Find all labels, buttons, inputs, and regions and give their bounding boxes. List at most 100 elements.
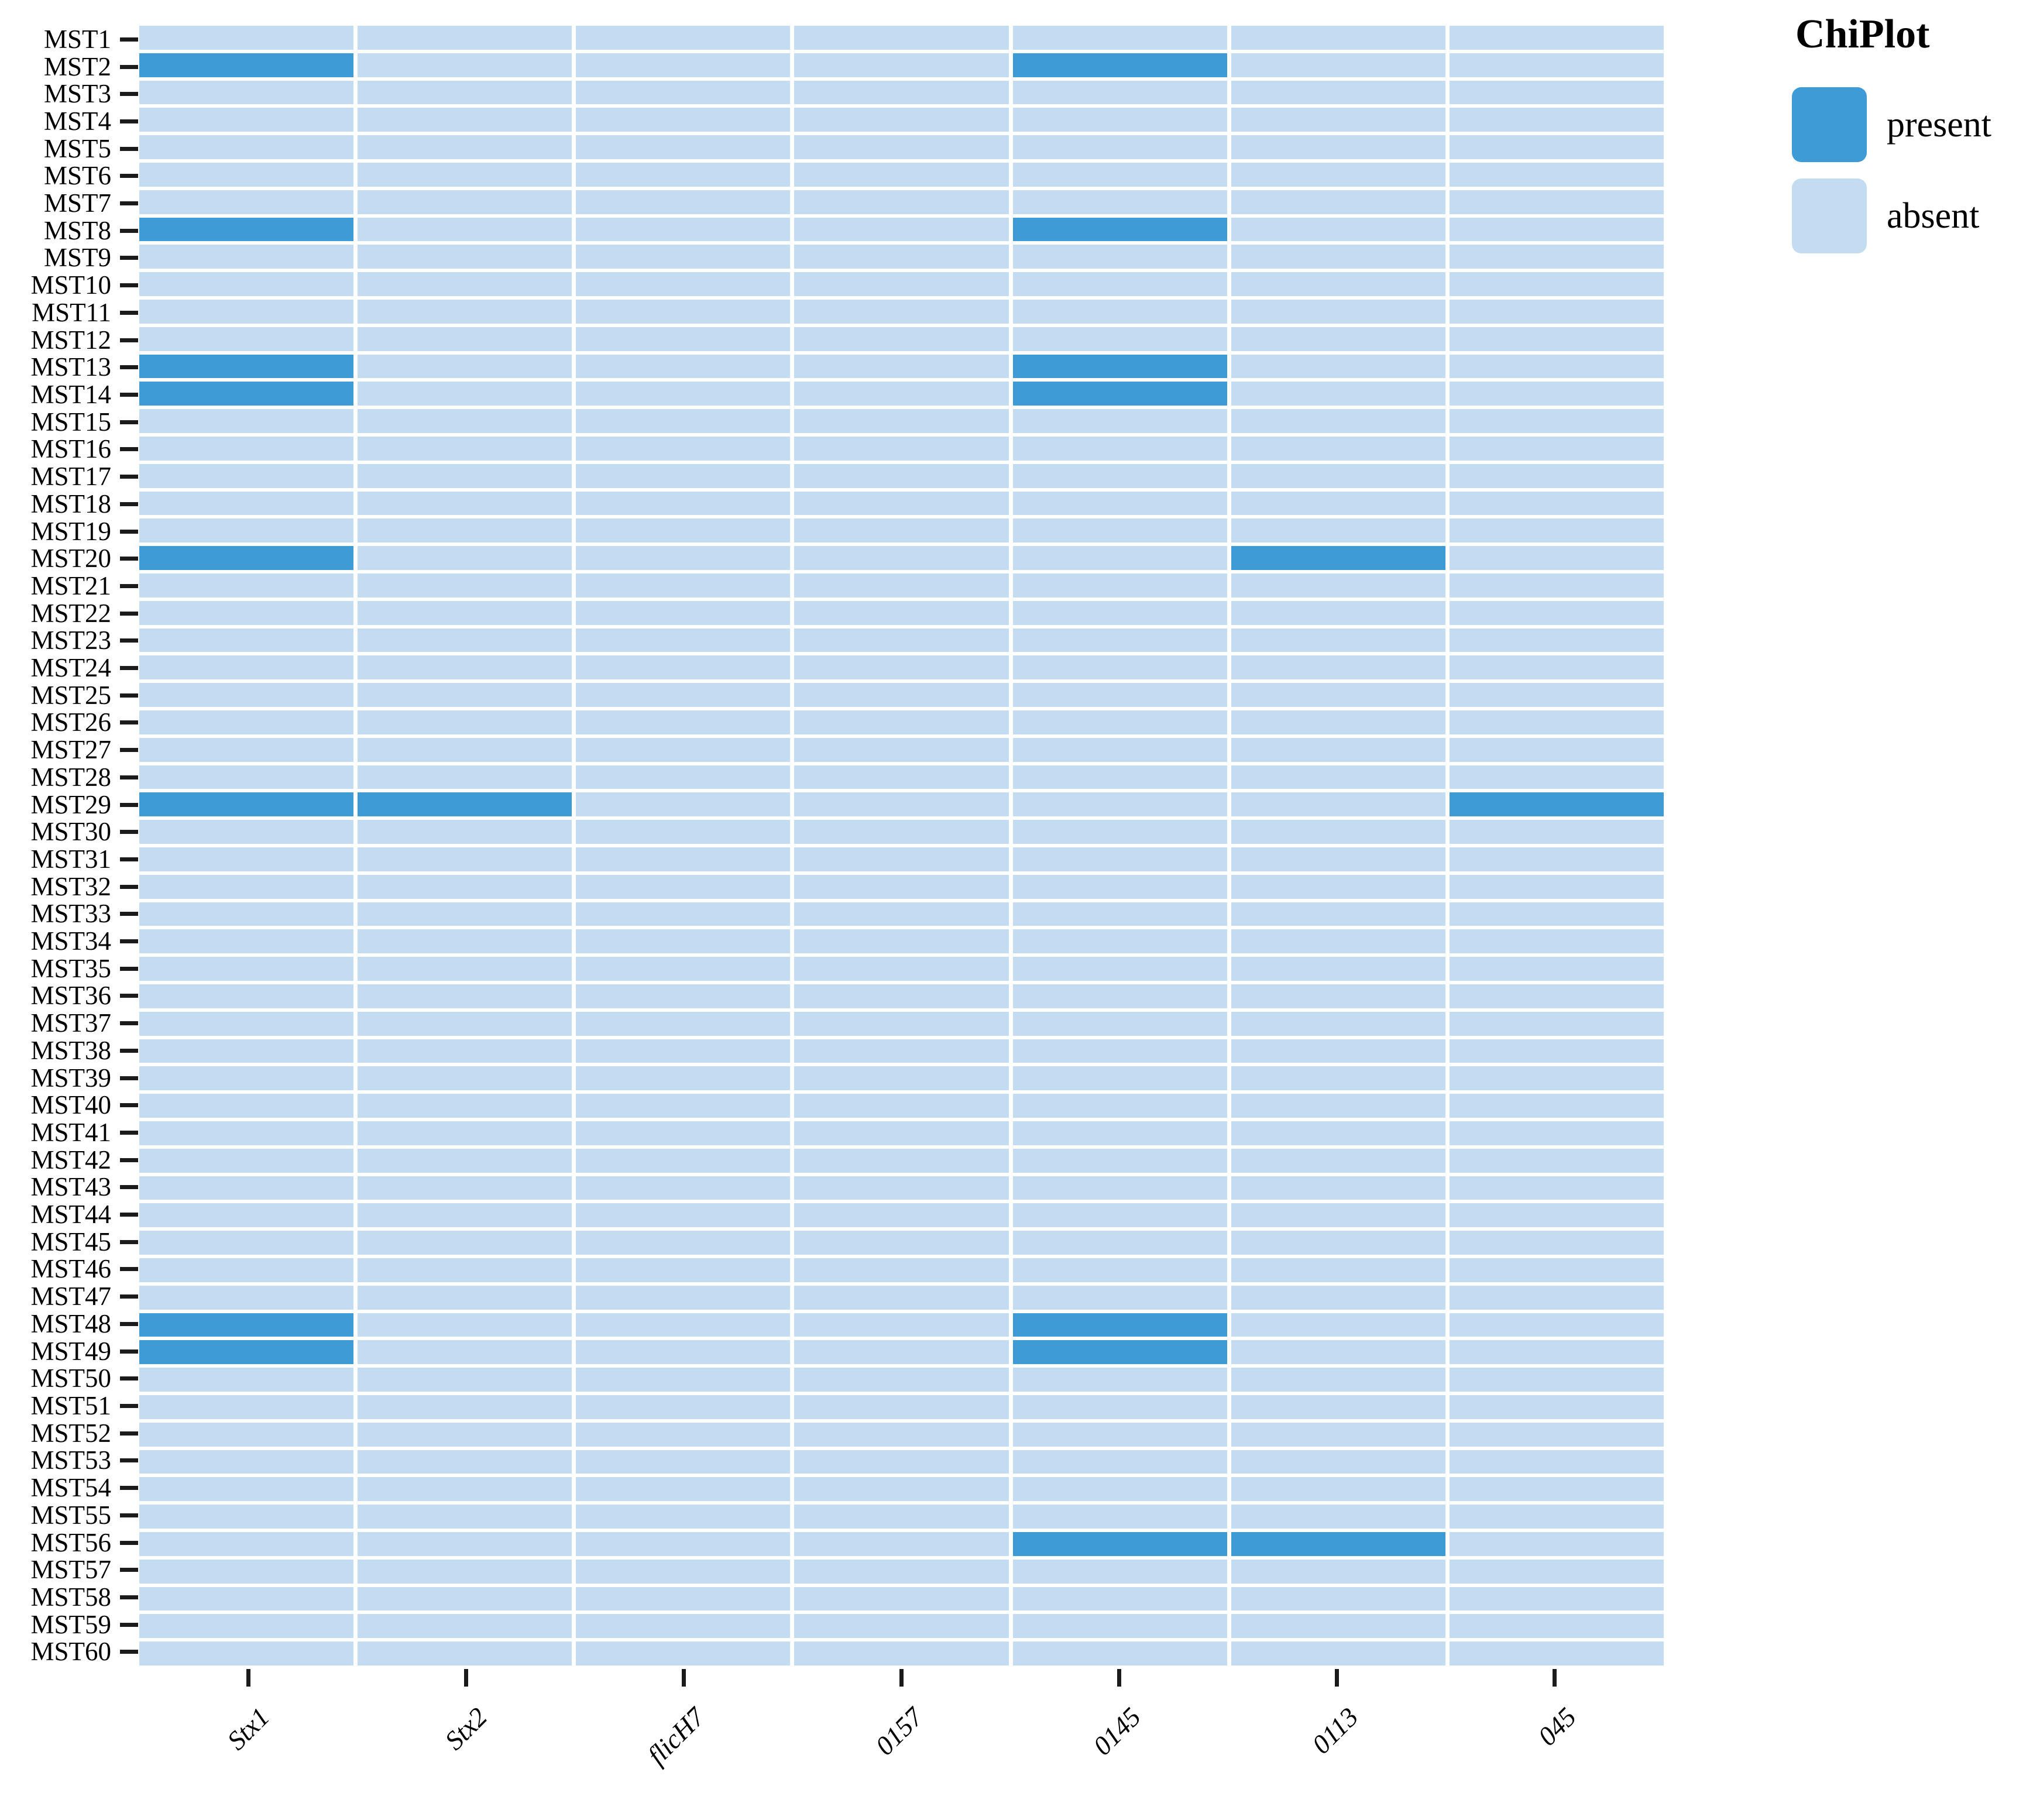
y-axis-tick-MST50: [120, 1365, 138, 1392]
heatmap-cell-MST55-0157: [794, 1505, 1009, 1529]
heatmap-cell-MST46-Stx1: [139, 1258, 354, 1282]
row-label-MST49: MST49: [30, 1336, 111, 1366]
heatmap-cell-MST18-flicH7: [576, 491, 791, 516]
tick-mark-icon: [120, 1376, 138, 1381]
legend-entry-absent: absent: [1792, 178, 2040, 253]
column-label-Stx2: Stx2: [439, 1701, 493, 1756]
heatmap-cell-MST26-flicH7: [576, 710, 791, 734]
heatmap-cell-MST24-0113: [1231, 655, 1445, 680]
row-label-MST26: MST26: [30, 708, 111, 737]
heatmap-cell-MST47-0157: [794, 1285, 1009, 1310]
heatmap-cell-MST19-Stx1: [139, 518, 354, 543]
heatmap-cell-MST13-flicH7: [576, 354, 791, 379]
heatmap-cell-MST21-flicH7: [576, 573, 791, 597]
heatmap-cell-MST53-0157: [794, 1450, 1009, 1474]
heatmap-cell-MST18-0157: [794, 491, 1009, 516]
heatmap-cell-MST22-045: [1449, 600, 1664, 625]
heatmap-cell-MST1-0113: [1231, 26, 1445, 50]
heatmap-cell-MST46-045: [1449, 1258, 1664, 1282]
heatmap-cell-MST48-Stx1: [139, 1313, 354, 1337]
heatmap-cell-MST29-045: [1449, 792, 1664, 817]
heatmap-cell-MST42-Stx1: [139, 1148, 354, 1173]
y-axis-tick-MST25: [120, 682, 138, 709]
y-axis-tick-MST54: [120, 1474, 138, 1502]
heatmap-cell-MST48-0113: [1231, 1313, 1445, 1337]
heatmap-cell-MST37-0145: [1012, 1011, 1227, 1036]
heatmap-cell-MST19-045: [1449, 518, 1664, 543]
heatmap-cell-MST40-045: [1449, 1094, 1664, 1118]
legend: ChiPlot present absent: [1792, 12, 2040, 253]
heatmap-cell-MST18-0145: [1012, 491, 1227, 516]
heatmap-cell-MST20-Stx2: [358, 546, 572, 570]
row-label-MST59: MST59: [30, 1609, 111, 1639]
heatmap-cell-MST57-Stx2: [358, 1559, 572, 1584]
column-label-0113: 0113: [1306, 1701, 1364, 1760]
heatmap-cell-MST42-0145: [1012, 1148, 1227, 1173]
y-axis-tick-MST58: [120, 1584, 138, 1611]
heatmap-cell-MST52-045: [1449, 1422, 1664, 1447]
heatmap-cell-MST58-0113: [1231, 1587, 1445, 1611]
heatmap-cell-MST24-Stx1: [139, 655, 354, 680]
y-axis-tick-MST60: [120, 1638, 138, 1666]
heatmap-cell-MST17-Stx1: [139, 463, 354, 488]
heatmap-cell-MST2-0145: [1012, 53, 1227, 77]
heatmap-cell-MST60-045: [1449, 1642, 1664, 1666]
heatmap-cell-MST35-0157: [794, 957, 1009, 981]
heatmap-cell-MST20-0113: [1231, 546, 1445, 570]
heatmap-cell-MST35-Stx2: [358, 957, 572, 981]
x-axis-tick-flicH7: [681, 1669, 686, 1687]
heatmap-cell-MST3-Stx1: [139, 80, 354, 105]
heatmap-cell-MST40-0145: [1012, 1094, 1227, 1118]
heatmap-cell-MST51-0145: [1012, 1395, 1227, 1419]
heatmap-cell-MST59-Stx2: [358, 1614, 572, 1639]
heatmap-cell-MST28-045: [1449, 765, 1664, 789]
heatmap-cell-MST52-Stx2: [358, 1422, 572, 1447]
tick-mark-icon: [120, 1267, 138, 1272]
y-axis-tick-MST24: [120, 654, 138, 682]
heatmap-cell-MST29-Stx1: [139, 792, 354, 817]
heatmap-cell-MST32-Stx2: [358, 874, 572, 899]
heatmap-cell-MST18-Stx2: [358, 491, 572, 516]
heatmap-cell-MST54-0113: [1231, 1477, 1445, 1502]
row-label-MST44: MST44: [30, 1200, 111, 1230]
heatmap-cell-MST3-0113: [1231, 80, 1445, 105]
tick-mark-icon: [120, 1486, 138, 1491]
tick-mark-icon: [120, 1404, 138, 1408]
heatmap-cell-MST2-Stx1: [139, 53, 354, 77]
row-label-MST48: MST48: [30, 1309, 111, 1338]
heatmap-cell-MST30-Stx2: [358, 820, 572, 844]
heatmap-cell-MST13-0113: [1231, 354, 1445, 379]
y-axis-tick-MST31: [120, 846, 138, 873]
heatmap-cell-MST10-0157: [794, 272, 1009, 296]
heatmap-cell-MST32-Stx1: [139, 874, 354, 899]
row-label-MST34: MST34: [30, 926, 111, 956]
heatmap-cell-MST21-0113: [1231, 573, 1445, 597]
row-label-MST36: MST36: [30, 981, 111, 1011]
heatmap-cell-MST43-0157: [794, 1176, 1009, 1200]
heatmap-cell-MST26-045: [1449, 710, 1664, 734]
heatmap-cell-MST43-Stx2: [358, 1176, 572, 1200]
heatmap-cell-MST51-flicH7: [576, 1395, 791, 1419]
heatmap-cell-MST32-flicH7: [576, 874, 791, 899]
heatmap-cell-MST60-0113: [1231, 1642, 1445, 1666]
row-label-MST14: MST14: [30, 379, 111, 409]
heatmap-cell-MST31-Stx2: [358, 847, 572, 871]
heatmap-cell-MST41-Stx2: [358, 1121, 572, 1145]
heatmap-cell-MST22-0157: [794, 600, 1009, 625]
heatmap-cell-MST38-0113: [1231, 1039, 1445, 1063]
row-label-MST13: MST13: [30, 352, 111, 382]
heatmap-cell-MST9-0145: [1012, 245, 1227, 269]
y-axis-tick-MST47: [120, 1283, 138, 1310]
heatmap-cell-MST22-Stx2: [358, 600, 572, 625]
heatmap-cell-MST4-0157: [794, 108, 1009, 132]
heatmap-cell-MST31-flicH7: [576, 847, 791, 871]
heatmap-cell-MST26-0113: [1231, 710, 1445, 734]
heatmap-cell-MST18-Stx1: [139, 491, 354, 516]
y-axis-tick-MST5: [120, 135, 138, 163]
heatmap-cell-MST48-flicH7: [576, 1313, 791, 1337]
heatmap-cell-MST49-0145: [1012, 1340, 1227, 1365]
heatmap-cell-MST34-0113: [1231, 929, 1445, 954]
tick-mark-icon: [120, 420, 138, 424]
heatmap-cell-MST44-045: [1449, 1203, 1664, 1228]
heatmap-cell-MST45-045: [1449, 1231, 1664, 1255]
